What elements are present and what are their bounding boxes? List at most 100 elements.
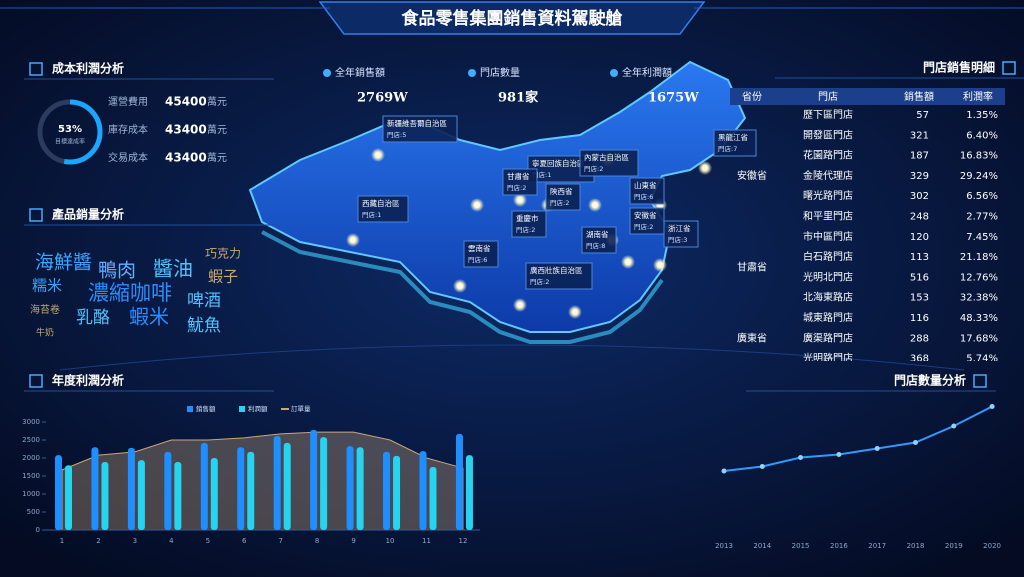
map-label-stores: 門店:2 bbox=[530, 277, 549, 286]
x-tick-label: 2019 bbox=[945, 542, 963, 550]
table-sales: 288 bbox=[910, 333, 929, 344]
x-tick-label: 2014 bbox=[753, 542, 771, 550]
map-label-name: 浙江省 bbox=[668, 223, 691, 233]
x-tick-label: 5 bbox=[206, 537, 210, 545]
x-tick-label: 7 bbox=[278, 537, 282, 545]
map-city-dot bbox=[513, 193, 527, 207]
map-label-box bbox=[463, 240, 499, 268]
x-tick-label: 2013 bbox=[715, 542, 733, 550]
table-province: 廣東省 bbox=[737, 331, 767, 344]
kpi-value: 981家 bbox=[498, 90, 539, 106]
map-label-box bbox=[581, 226, 617, 254]
table-store: 光明北門店 bbox=[803, 270, 853, 283]
page-title: 食品零售集團銷售資料駕駛艙 bbox=[402, 8, 623, 29]
bar bbox=[419, 451, 427, 530]
bar bbox=[310, 429, 318, 530]
map-label-box bbox=[579, 149, 639, 177]
store-point bbox=[874, 446, 880, 451]
map-label-name: 重慶市 bbox=[516, 213, 539, 223]
map-city-dot bbox=[470, 198, 484, 212]
map-city-dot bbox=[653, 258, 667, 272]
bar bbox=[164, 451, 172, 530]
table-margin: 5.74% bbox=[966, 354, 998, 365]
cloud-word: 啤酒 bbox=[187, 291, 221, 311]
gauge-caption: 目標達成率 bbox=[55, 138, 85, 146]
map-label-name: 山東省 bbox=[634, 180, 657, 190]
map-label-name: 內蒙古自治區 bbox=[584, 152, 629, 162]
x-tick-label: 11 bbox=[422, 537, 431, 545]
map-city-dot bbox=[698, 161, 712, 175]
bar bbox=[455, 433, 463, 530]
table-margin: 7.45% bbox=[966, 232, 998, 243]
bar bbox=[210, 458, 218, 530]
map-label-name: 雲南省 bbox=[468, 243, 491, 253]
bar bbox=[393, 455, 401, 530]
map-label-name: 黑龍江省 bbox=[718, 132, 748, 142]
cloud-word: 糯米 bbox=[32, 277, 62, 295]
panel-title: 門店數量分析 bbox=[894, 373, 966, 388]
x-tick-label: 1 bbox=[60, 537, 64, 545]
table-sales: 116 bbox=[910, 313, 929, 324]
table-store: 北海東路店 bbox=[803, 291, 853, 304]
bar bbox=[101, 461, 109, 530]
table-store: 金陵代理店 bbox=[803, 169, 853, 182]
map-label-stores: 門店:1 bbox=[362, 210, 381, 219]
cost-unit: 萬元 bbox=[207, 151, 227, 164]
kpi-icon bbox=[610, 69, 618, 77]
bar bbox=[465, 455, 473, 530]
map-city-dot bbox=[371, 148, 385, 162]
map-label-box bbox=[629, 207, 665, 235]
bar bbox=[356, 447, 364, 530]
map-label-name: 湖南省 bbox=[586, 229, 609, 239]
table-margin: 29.24% bbox=[960, 171, 998, 182]
bar bbox=[174, 461, 182, 530]
map-label-stores: 門店:6 bbox=[634, 192, 653, 201]
store-point bbox=[989, 404, 995, 409]
legend-swatch bbox=[187, 406, 193, 412]
map-label-name: 安徽省 bbox=[634, 210, 657, 220]
bar bbox=[137, 460, 145, 530]
panel-icon bbox=[973, 374, 987, 388]
table-sales: 321 bbox=[910, 130, 929, 141]
kpi-value: 2769W bbox=[357, 91, 408, 106]
panel-icon bbox=[29, 208, 43, 222]
map-city-dot bbox=[588, 198, 602, 212]
map-label-stores: 門店:2 bbox=[634, 222, 653, 231]
table-store: 白石路門店 bbox=[803, 250, 853, 263]
map-label-box bbox=[502, 168, 538, 196]
table-margin: 17.68% bbox=[960, 333, 998, 344]
table-margin: 2.77% bbox=[966, 212, 998, 223]
map-label-stores: 門店:5 bbox=[387, 130, 406, 139]
x-tick-label: 4 bbox=[169, 537, 174, 545]
map-label-name: 甘肅省 bbox=[507, 171, 530, 181]
cloud-word: 乳酪 bbox=[76, 308, 110, 328]
x-tick-label: 2 bbox=[96, 537, 100, 545]
map-label-name: 陝西省 bbox=[550, 186, 573, 196]
cloud-word: 蝦米 bbox=[129, 305, 169, 329]
china-map bbox=[248, 60, 747, 333]
table-sales: 248 bbox=[910, 212, 929, 223]
kpi-label: 門店數量 bbox=[480, 66, 520, 79]
map-label-stores: 門店:2 bbox=[507, 183, 526, 192]
bar bbox=[127, 447, 135, 530]
bar bbox=[429, 467, 437, 530]
map-label-name: 廣西壯族自治區 bbox=[530, 265, 583, 275]
map-label-stores: 門店:8 bbox=[586, 241, 605, 250]
x-tick-label: 8 bbox=[315, 537, 319, 545]
table-header: 省份 bbox=[742, 90, 762, 103]
table-header: 銷售額 bbox=[904, 90, 934, 103]
cost-name: 交易成本 bbox=[108, 151, 148, 164]
cloud-word: 濃縮咖啡 bbox=[88, 281, 172, 305]
cloud-word: 鴨肉 bbox=[98, 260, 136, 282]
table-sales: 329 bbox=[910, 171, 929, 182]
map-label-box bbox=[663, 220, 699, 248]
table-sales: 153 bbox=[910, 293, 929, 304]
store-point bbox=[836, 452, 842, 457]
bar bbox=[283, 442, 291, 530]
bar bbox=[346, 446, 354, 530]
cloud-word: 海苔卷 bbox=[30, 303, 60, 316]
x-tick-label: 9 bbox=[351, 537, 355, 545]
gauge-label: 53% bbox=[58, 124, 82, 135]
bar bbox=[200, 442, 208, 530]
